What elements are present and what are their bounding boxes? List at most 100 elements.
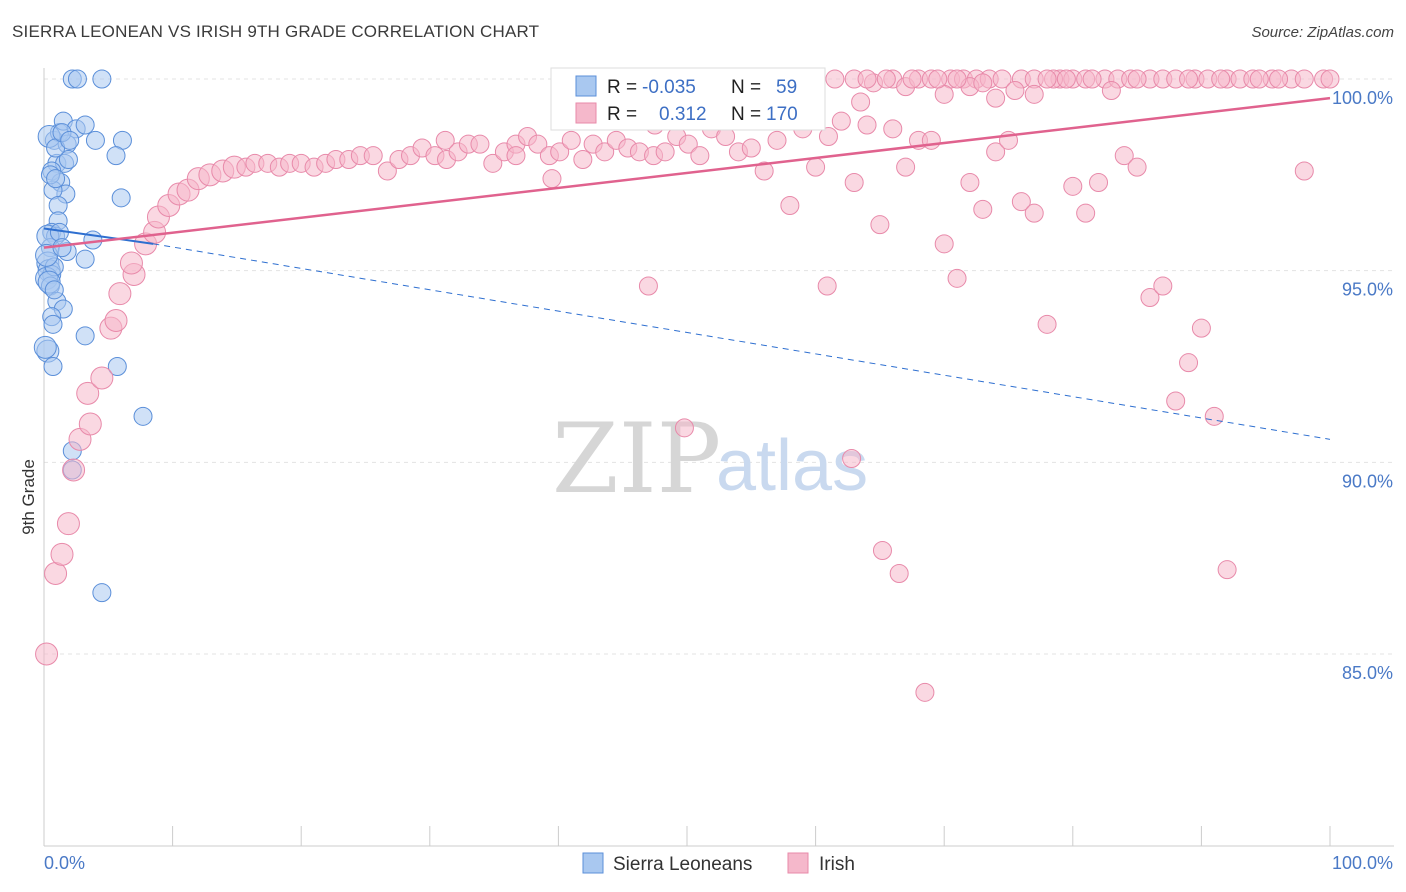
pink-point-1 — [44, 562, 68, 585]
y-tick-label-0: 85.0% — [1342, 663, 1393, 683]
blue-point-2 — [92, 69, 112, 89]
pink-point-105 — [889, 564, 909, 583]
pink-point-113 — [435, 130, 455, 150]
blue-point-8 — [75, 115, 95, 135]
pink-point-98 — [1153, 276, 1173, 296]
blue-point-48 — [60, 130, 80, 150]
pink-point-96 — [1127, 157, 1147, 177]
pink-point-163 — [1294, 161, 1314, 181]
source-label: Source: ZipAtlas.com — [1251, 24, 1394, 41]
pink-point-35 — [363, 146, 383, 166]
watermark-zip: ZIP — [552, 403, 721, 515]
pink-point-168 — [1127, 69, 1147, 89]
pink-point-60 — [655, 142, 675, 162]
pink-point-164 — [1269, 69, 1289, 89]
blue-point-56 — [33, 335, 57, 359]
pink-point-106 — [872, 541, 892, 560]
pink-point-78 — [883, 119, 903, 139]
x-tick-label-1: 100.0% — [1332, 853, 1393, 873]
pink-point-165 — [1249, 69, 1269, 89]
pink-point-70 — [780, 196, 800, 215]
stats-n-label-1: N = — [731, 77, 761, 98]
pink-point-154 — [1320, 69, 1340, 89]
stats-n-value-1: 59 — [776, 77, 797, 98]
watermark: ZIP atlas — [552, 403, 868, 515]
blue-point-14 — [106, 146, 126, 166]
pink-point-62 — [678, 134, 698, 154]
pink-point-102 — [1204, 406, 1224, 426]
pink-point-77 — [870, 215, 890, 235]
pink-point-179 — [857, 69, 877, 89]
pink-point-75 — [844, 173, 864, 192]
pink-point-104 — [915, 682, 935, 702]
pink-point-79 — [896, 157, 916, 177]
blue-point-13 — [58, 150, 78, 169]
blue-point-41 — [133, 406, 153, 426]
pink-point-112 — [506, 146, 526, 166]
pink-point-133 — [992, 69, 1012, 89]
pink-point-6 — [78, 412, 102, 436]
pink-point-13 — [119, 251, 143, 275]
pink-point-67 — [741, 138, 761, 158]
pink-point-2 — [50, 542, 74, 566]
legend-swatch-sierra-leoneans — [582, 852, 604, 874]
pink-point-8 — [90, 366, 114, 390]
watermark-atlas: atlas — [716, 426, 868, 506]
pink-point-49 — [528, 134, 548, 154]
pink-point-177 — [902, 69, 922, 89]
stats-swatch-blue — [575, 75, 597, 97]
legend-label-irish: Irish — [819, 854, 855, 875]
legend-label-sierra-leoneans: Sierra Leoneans — [613, 854, 752, 875]
blue-point-19 — [111, 188, 131, 208]
series-sierra-leoneans — [33, 69, 153, 603]
pink-point-90 — [1037, 314, 1057, 334]
stats-n-label-2: N = — [731, 104, 761, 125]
pink-point-97 — [1140, 288, 1160, 307]
pink-point-110 — [638, 276, 658, 296]
tick-labels: 85.0% 90.0% 95.0% 100.0% 0.0% 100.0% — [44, 88, 1393, 873]
blue-point-1 — [67, 69, 87, 89]
pink-point-99 — [1166, 391, 1186, 411]
pink-point-4 — [62, 458, 86, 482]
pink-point-176 — [928, 69, 948, 89]
pink-point-109 — [817, 276, 837, 296]
pink-point-173 — [1005, 81, 1025, 100]
blue-point-44 — [92, 583, 112, 603]
blue-point-37 — [75, 326, 95, 346]
pink-point-76 — [857, 115, 877, 135]
pink-point-103 — [1217, 560, 1237, 580]
pink-point-159 — [851, 92, 871, 112]
pink-point-166 — [1211, 69, 1231, 89]
pink-point-7 — [76, 381, 100, 405]
trend-lines — [43, 96, 1331, 440]
pink-point-122 — [825, 69, 845, 89]
pink-point-52 — [561, 130, 581, 150]
pink-point-169 — [1101, 81, 1121, 100]
blue-point-55 — [46, 169, 66, 189]
pink-point-152 — [1294, 69, 1314, 89]
pink-point-111 — [542, 169, 562, 189]
pink-point-10 — [104, 309, 128, 332]
pink-point-86 — [986, 142, 1006, 162]
pink-point-11 — [108, 282, 132, 306]
pink-point-0 — [35, 642, 59, 666]
axis-layer — [43, 68, 1394, 847]
pink-point-72 — [806, 157, 826, 177]
pink-point-156 — [986, 88, 1006, 108]
pink-point-107 — [842, 449, 862, 468]
pink-point-69 — [767, 130, 787, 150]
pink-point-101 — [1191, 318, 1211, 338]
pink-point-92 — [1063, 176, 1083, 196]
y-tick-label-1: 90.0% — [1342, 471, 1393, 491]
pink-point-36 — [377, 161, 397, 181]
pink-point-73 — [818, 127, 838, 146]
pink-point-167 — [1179, 69, 1199, 89]
stats-swatch-pink — [575, 102, 597, 124]
pink-point-88 — [1011, 192, 1031, 212]
pink-point-170 — [1082, 69, 1102, 89]
stats-r-value-2: 0.312 — [659, 104, 707, 125]
pink-point-84 — [960, 173, 980, 192]
pink-point-44 — [470, 134, 490, 154]
pink-point-3 — [56, 512, 80, 536]
pink-point-157 — [1024, 84, 1044, 104]
